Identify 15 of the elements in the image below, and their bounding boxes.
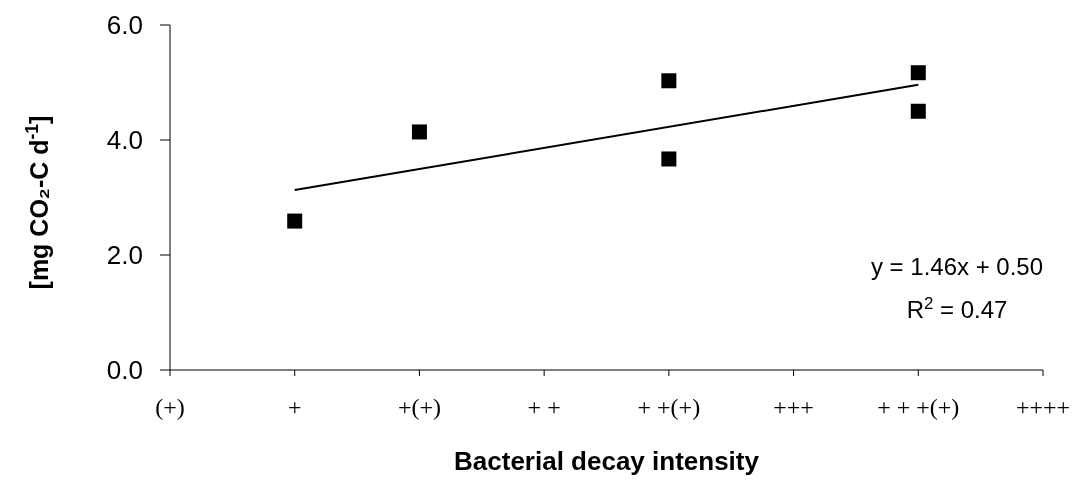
x-tick-label: +++: [773, 394, 814, 420]
y-tick-label: 0.0: [106, 355, 143, 386]
y-tick-label: 6.0: [106, 10, 143, 41]
y-tick-label: 4.0: [106, 125, 143, 156]
x-tick-label: +: [287, 394, 302, 420]
annotation: R$^{2}$ = 0.47: [906, 293, 1008, 323]
x-tick-label: + + +(+): [877, 394, 960, 420]
x-tick-label: + +(+): [637, 394, 701, 420]
x-tick-label: (+): [155, 394, 185, 420]
annotation: y = 1.46x + 0.50: [870, 253, 1044, 280]
x-tick-label: + +: [527, 394, 561, 420]
y-tick-label: 2.0: [106, 240, 143, 271]
x-tick-label: ++++: [1015, 394, 1071, 420]
x-axis-title: Bacterial decay intensity: [454, 446, 760, 476]
x-tick-label: +(+): [397, 394, 441, 420]
